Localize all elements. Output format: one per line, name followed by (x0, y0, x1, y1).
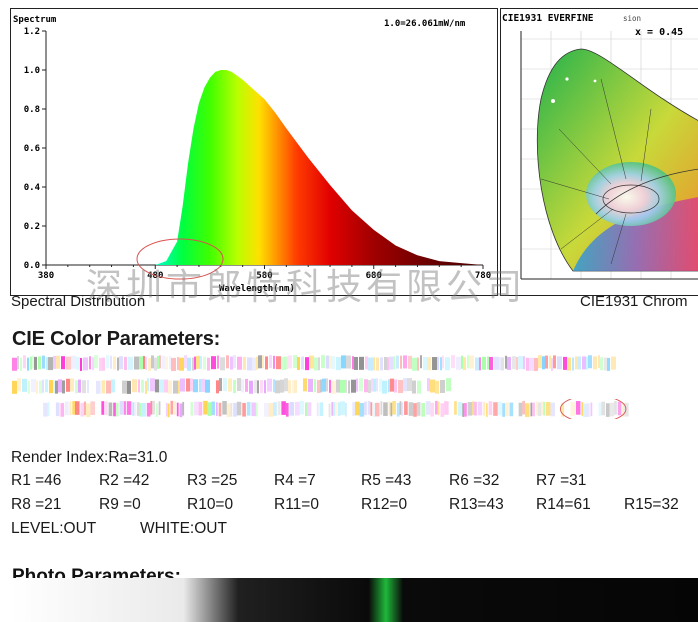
garbled-line-1 (12, 355, 616, 371)
r13-value: R13=43 (449, 496, 504, 513)
garbled-line-3 (43, 399, 629, 419)
render-index: Render Index:Ra=31.0 (11, 449, 168, 466)
r5-value: R5 =43 (361, 472, 412, 489)
white-status: WHITE:OUT (140, 520, 227, 537)
watermark-text: 深圳市郎特科技有限公司 (86, 267, 527, 308)
r3-value: R3 =25 (187, 472, 238, 489)
spectrum-xlabel: Wavelength(nm) (219, 284, 295, 294)
y-tick-label: 0.6 (24, 144, 40, 154)
x-tick-label: 680 (366, 271, 382, 281)
r4-value: R4 =7 (274, 472, 316, 489)
r10-value: R10=0 (187, 496, 234, 513)
spectrum-caption: Spectral Distribution (11, 293, 146, 310)
photo-strip (12, 578, 698, 622)
spectrum-axes: 0.0 0.2 0.4 0.6 0.8 1.0 1.2 380 480 580 680 780 (24, 27, 491, 281)
x-tick-label: 380 (38, 271, 54, 281)
annotation-circle (136, 238, 224, 280)
y-tick-label: 0.4 (24, 183, 41, 193)
level-status: LEVEL:OUT (11, 520, 97, 537)
r15-value: R15=32 (624, 496, 679, 513)
spectrum-scale-note: 1.0=26.061mW/nm (384, 19, 466, 29)
r14-value: R14=61 (536, 496, 591, 513)
y-tick-label: 0.0 (24, 261, 40, 271)
cie-x-readout: x = 0.45 (635, 27, 683, 38)
r11-value: R11=0 (274, 496, 319, 513)
y-tick-label: 1.0 (24, 66, 40, 76)
r7-value: R7 =31 (536, 472, 587, 489)
r2-value: R2 =42 (99, 472, 150, 489)
spectrum-chart: Spectrum 1.0=26.061mW/nm 0.0 0.2 0.4 0.6 0.8… (13, 15, 491, 294)
y-tick-label: 1.2 (24, 27, 40, 37)
spectrum-series-area (46, 70, 483, 265)
y-tick-label: 0.8 (24, 105, 40, 115)
annotation-circle-2 (560, 399, 627, 419)
y-tick-label: 0.2 (24, 222, 40, 232)
r12-value: R12=0 (361, 496, 408, 513)
spectrum-area (46, 70, 483, 265)
r1-value: R1 =46 (11, 472, 62, 489)
spectrum-panel: Spectrum 1.0=26.061mW/nm 0.0 0.2 0.4 0.6 0.8… (10, 8, 498, 296)
cie-caption: CIE1931 Chrom (580, 293, 688, 310)
cie-diagram: CIE1931 EVERFINE sion x = 0.45 (502, 13, 698, 280)
cie-title-suffix: sion (623, 14, 641, 23)
cie-params-title: CIE Color Parameters: (12, 328, 221, 350)
r6-value: R6 =32 (449, 472, 500, 489)
x-tick-label: 580 (256, 271, 272, 281)
garbled-line-2 (12, 378, 451, 394)
x-tick-label: 480 (147, 271, 163, 281)
r8-value: R8 =21 (11, 496, 62, 513)
spectrum-title: Spectrum (13, 15, 57, 25)
r9-value: R9 =0 (99, 496, 141, 513)
x-tick-label: 780 (475, 271, 491, 281)
cie-title: CIE1931 EVERFINE (502, 13, 594, 24)
cie-panel: CIE1931 EVERFINE sion x = 0.45 (500, 8, 698, 296)
